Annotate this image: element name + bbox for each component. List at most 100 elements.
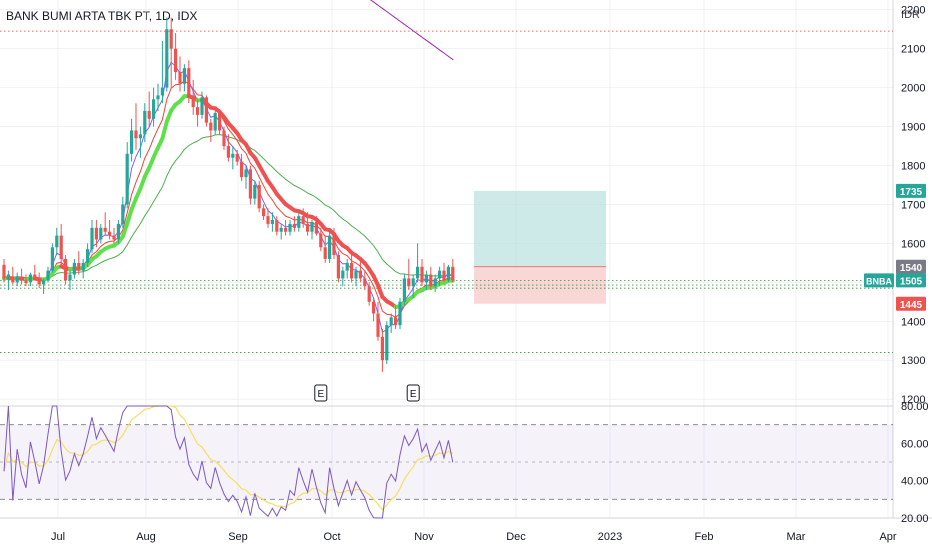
candle-body [257,184,261,209]
candles [2,17,455,372]
price-tick-label: 2000 [901,83,925,95]
position-profit-zone [474,190,606,267]
trend-line-segment [138,174,147,191]
price-tag-label: 1505 [900,276,923,287]
rsi-ma-line [3,405,454,511]
rsi-line [3,405,454,519]
candle-body [72,262,76,275]
price-tick-label: 2200 [901,5,925,17]
candle-body [345,262,349,271]
candle-body [301,216,305,224]
candle-body [169,29,173,49]
candle-body [358,270,362,279]
candle-body [103,227,107,232]
candle-body [59,235,63,259]
candle-body [442,270,446,281]
time-tick-label: Aug [136,531,156,543]
earnings-marker-box [406,384,420,402]
candle-body [134,130,138,139]
candle-body [240,161,244,178]
rsi-tick-label: 20.00 [901,513,929,525]
price-tick-label: 1400 [901,316,925,328]
candle-body [433,278,437,287]
candle-body [116,223,120,240]
ema-fast-line [3,61,454,333]
trend-line-segment [125,207,134,226]
candle-body [11,276,15,283]
price-tag [896,259,926,274]
candle-body [24,280,28,284]
candle-body [266,216,270,224]
candle-body [138,134,142,139]
candle-body [389,317,393,326]
candle-body [253,184,257,199]
price-tick-label: 1600 [901,238,925,250]
price-tag [896,296,926,311]
candle-body [204,97,208,123]
trend-line-segment [164,108,174,124]
ema-mid-line [3,80,453,318]
time-tick-label: Apr [879,531,896,543]
price-tag-label: 1735 [900,187,923,198]
symbol-tag-label: BNBA [866,276,892,286]
price-tick-label: 1700 [901,199,925,211]
candle-body [416,266,420,279]
time-tick-label: 2023 [598,531,622,543]
candle-body [262,208,266,217]
candle-body [402,278,406,302]
candle-body [363,278,367,287]
trend-line-segment [120,221,130,239]
candle-body [372,301,376,314]
candle-body [42,280,46,285]
price-tick-label: 1300 [901,355,925,367]
candle-body [248,169,252,199]
candle-body [191,95,195,108]
candle-body [130,130,134,154]
candle-body [231,153,235,158]
time-tick-label: Dec [506,531,526,543]
candle-body [332,235,336,256]
candle-body [143,110,147,135]
time-tick-label: Feb [695,531,714,543]
earnings-marker: E [314,384,328,402]
candle-body [209,122,213,131]
currency-label: IDR [901,9,920,21]
candle-body [64,258,68,281]
candle-body [94,227,98,240]
candle-body [99,227,103,240]
price-tick-label: 2100 [901,44,925,56]
symbol-tag [864,273,894,288]
price-tag [896,183,926,198]
candle-body [28,274,32,283]
candle-body [451,266,455,281]
candle-body [15,276,19,283]
candle-body [160,87,164,96]
time-tick-label: Jul [51,531,65,543]
candle-body [218,112,222,131]
candle-body [407,278,411,287]
candle-body [341,270,345,279]
price-tick-label: 1200 [901,394,925,406]
time-tick-label: Oct [323,531,340,543]
candle-body [156,95,160,100]
candle-body [200,97,204,115]
rsi-tick-label: 40.00 [901,476,929,488]
candle-body [297,216,301,228]
time-tick-label: Mar [787,531,806,543]
rsi-tick-label: 80.00 [901,401,929,413]
candle-body [279,227,283,232]
candle-body [187,68,191,96]
candle-body [222,130,226,147]
candle-body [270,220,274,224]
candle-body [125,153,129,205]
candle-body [394,317,398,326]
candle-body [354,270,358,279]
candle-body [284,227,288,232]
candle-body [350,262,354,279]
candle-body [328,235,332,259]
candle-body [86,249,90,263]
candle-body [376,313,380,337]
candle-body [429,274,433,287]
candle-body [288,223,292,232]
